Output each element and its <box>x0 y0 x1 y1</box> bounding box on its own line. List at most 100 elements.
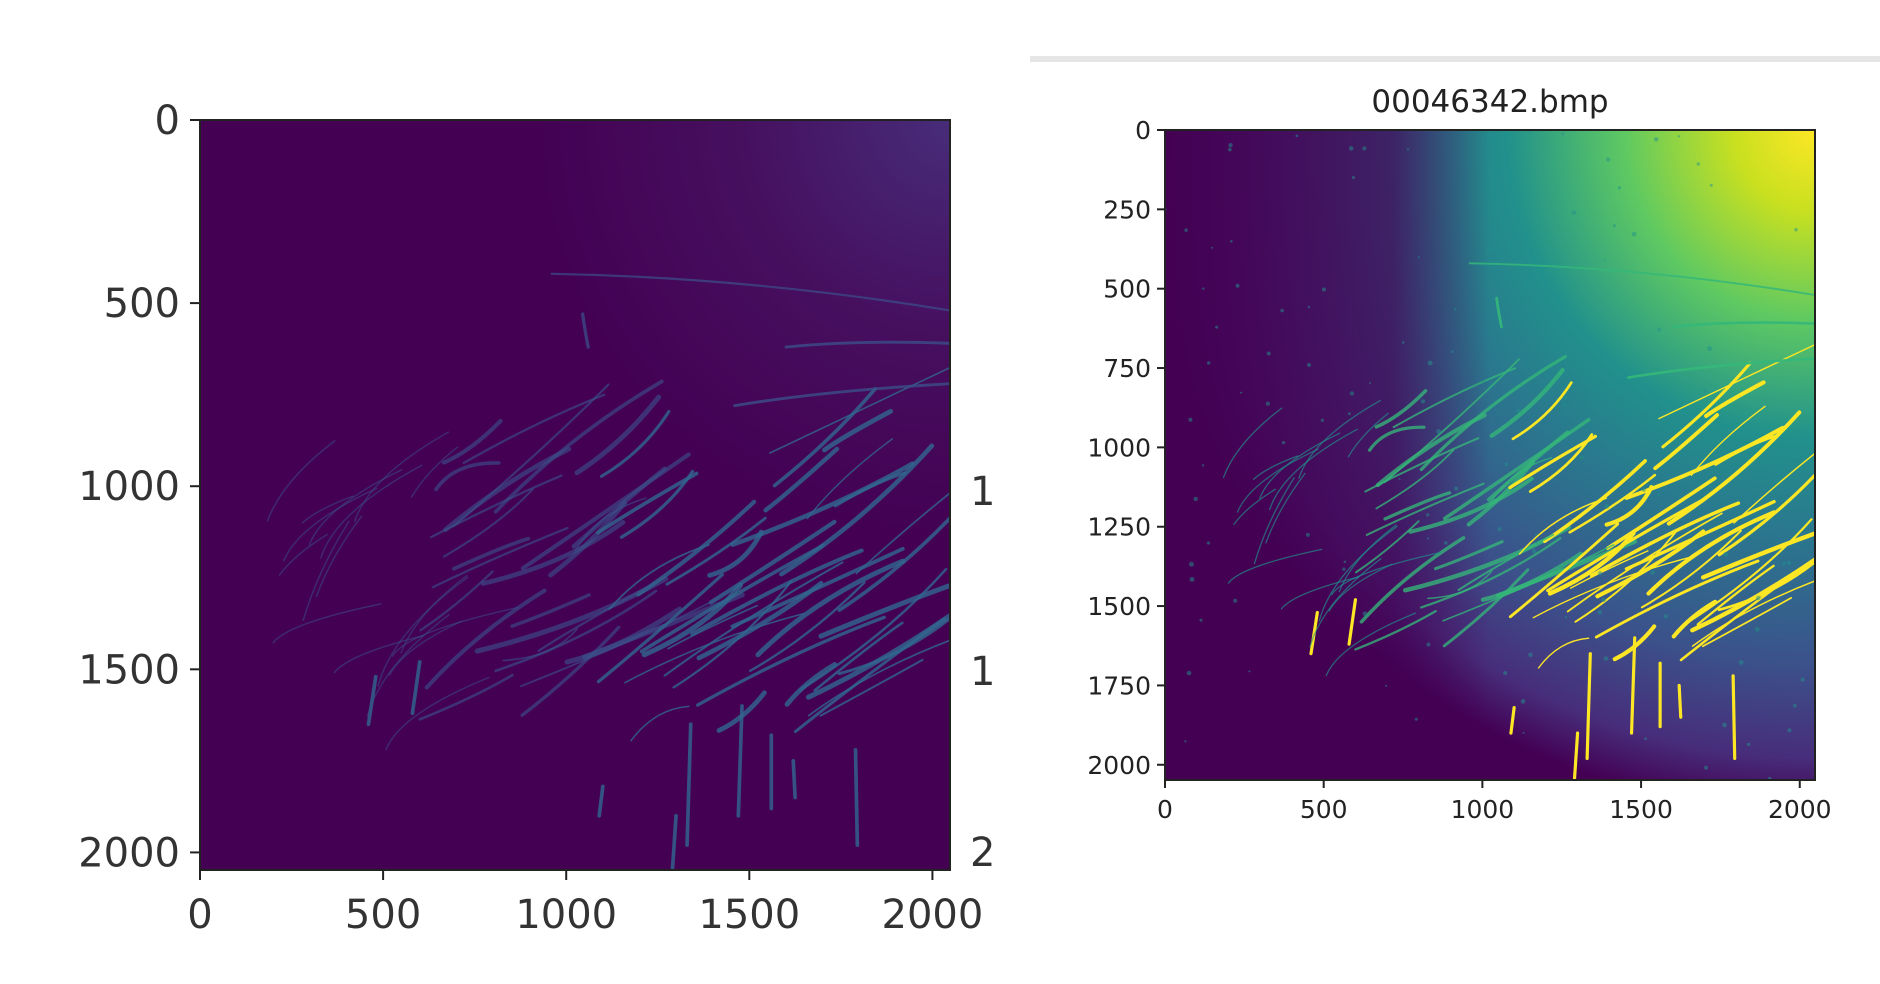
streak-mark <box>1365 482 1485 536</box>
streak-mark <box>424 588 547 690</box>
noise-speck <box>1657 493 1661 496</box>
streak-mark <box>1704 380 1766 419</box>
noise-speck <box>1604 504 1610 509</box>
streak-mark <box>1731 674 1737 761</box>
right-image-streaks <box>1165 130 1815 780</box>
right-y-tick-label: 250 <box>1103 195 1151 224</box>
right-x-tick-label: 2000 <box>1768 795 1832 824</box>
noise-speck <box>1307 305 1311 309</box>
noise-speck <box>1497 527 1502 532</box>
streak-mark <box>837 515 950 612</box>
streak-mark <box>1537 637 1590 669</box>
left-y-tick-label: 2000 <box>78 830 180 876</box>
streak-mark <box>772 387 877 488</box>
streak-mark <box>667 604 758 650</box>
streak-mark <box>1691 580 1815 647</box>
left-image-glow <box>200 120 950 870</box>
streak-mark <box>1627 357 1815 379</box>
streak-mark <box>1624 499 1776 571</box>
streak-mark <box>1383 358 1520 484</box>
streak-mark <box>1489 457 1553 504</box>
noise-speck <box>1295 134 1299 138</box>
left-y-tick-label: 1500 <box>78 647 180 693</box>
streak-mark <box>1443 418 1591 521</box>
noise-speck <box>1227 147 1232 152</box>
streak-mark <box>749 581 866 672</box>
streak-mark <box>855 491 950 575</box>
streak-mark <box>1700 531 1815 580</box>
streak-mark <box>429 474 563 539</box>
noise-speck <box>1650 570 1655 575</box>
noise-speck <box>1603 539 1606 542</box>
left-x-tick-label: 2000 <box>882 892 984 938</box>
noise-speck <box>1406 148 1410 151</box>
streak-mark <box>690 548 864 637</box>
streak-mark <box>510 593 591 628</box>
streak-mark <box>1354 610 1437 651</box>
noise-speck <box>1321 287 1326 292</box>
noise-speck <box>1188 417 1193 422</box>
noise-speck <box>1754 627 1760 632</box>
noise-speck <box>1531 548 1537 554</box>
streak-mark <box>520 625 621 717</box>
noise-speck <box>1696 162 1700 166</box>
streak-mark <box>813 621 904 692</box>
streak-mark <box>1355 520 1420 574</box>
right-image-panel: 00046342.bmp 0 250 500 750 1000 1250 1500 1750 2… <box>1087 84 1832 824</box>
streak-mark <box>520 452 691 571</box>
streak-mark <box>353 431 450 523</box>
streak-mark <box>1222 407 1283 479</box>
noise-speck <box>1417 256 1420 259</box>
streak-mark <box>1518 497 1607 555</box>
streak-mark <box>581 312 590 349</box>
streak-mark <box>1640 529 1742 609</box>
streak-mark <box>391 606 519 657</box>
streak-mark <box>493 379 664 514</box>
streak-mark <box>1677 683 1683 719</box>
streak-mark <box>1666 410 1802 526</box>
noise-speck <box>1420 399 1426 404</box>
left-x-tick-label: 0 <box>187 892 212 938</box>
noise-speck <box>1722 722 1727 728</box>
noise-speck <box>1755 595 1761 601</box>
streak-mark <box>1733 452 1815 524</box>
streak-mark <box>1489 367 1565 438</box>
noise-speck <box>1534 533 1538 536</box>
streak-mark <box>1309 558 1382 648</box>
noise-speck <box>1349 391 1355 396</box>
right-y-tick-label: 500 <box>1103 275 1151 304</box>
streak-mark <box>1383 491 1452 521</box>
streak-mark <box>1442 568 1530 648</box>
streak-mark <box>1331 551 1441 596</box>
noise-speck <box>1199 618 1203 622</box>
streak-mark <box>462 393 606 465</box>
left-y-tick-label: 0 <box>155 98 180 144</box>
streak-mark <box>608 544 710 611</box>
streak-mark <box>805 612 950 700</box>
noise-speck <box>1707 346 1713 352</box>
noise-speck <box>1601 597 1607 603</box>
noise-speck <box>1265 401 1270 406</box>
noise-speck <box>1280 308 1284 313</box>
streak-mark <box>1542 459 1647 544</box>
streak-mark <box>1495 296 1503 329</box>
streak-mark <box>519 597 719 688</box>
noise-speck <box>1184 740 1187 743</box>
right-x-tick-label: 500 <box>1300 795 1348 824</box>
left-y-tick-label: 500 <box>104 281 180 327</box>
streak-mark <box>784 662 838 707</box>
streak-mark <box>1684 518 1813 625</box>
noise-speck <box>1597 610 1603 615</box>
noise-speck <box>1723 551 1729 557</box>
streak-mark <box>550 272 950 312</box>
noise-speck <box>1385 684 1388 687</box>
noise-speck <box>1240 391 1243 394</box>
noise-speck <box>1516 408 1521 413</box>
streak-mark <box>333 635 424 674</box>
streak-mark <box>366 614 450 717</box>
streak-mark <box>441 418 503 465</box>
streak-mark <box>1671 599 1718 639</box>
streak-mark <box>1509 706 1516 735</box>
streak-mark <box>1227 548 1323 584</box>
streak-mark <box>1408 476 1534 534</box>
